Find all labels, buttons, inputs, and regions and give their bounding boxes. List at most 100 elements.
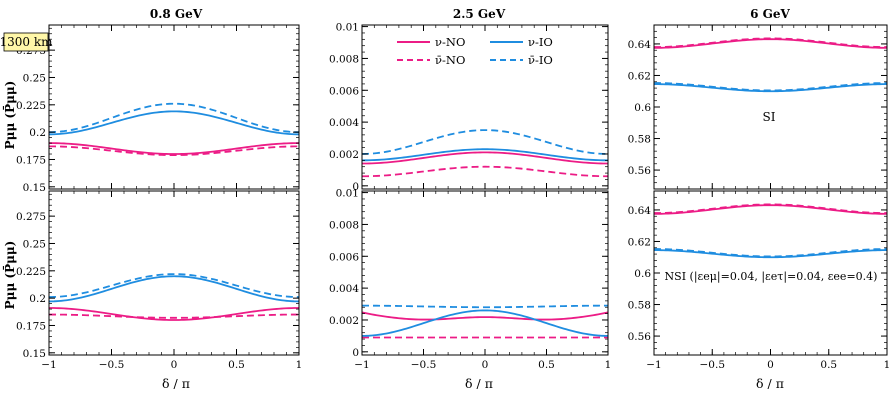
ytick-label-2-1: 0.58	[628, 134, 651, 146]
series-line-3-3	[49, 273, 299, 298]
ytick-label-5-0: 0.56	[628, 331, 652, 343]
xtick-label-4-0: −1	[354, 359, 369, 371]
ytick-label-3-2: 0.2	[29, 293, 46, 305]
baseline-annotation: 1300 km	[0, 32, 53, 52]
ytick-label-0-2: 0.2	[29, 127, 46, 139]
series-line-5-3	[654, 248, 887, 258]
panel-5: 0.56 0.58 0.6 0.62 0.64 −1 −0.5 0 0.5 1	[628, 190, 891, 371]
ytick-label-5-1: 0.58	[628, 300, 651, 312]
panel-frame-0	[48, 24, 300, 190]
x-axis-label-0.8: δ / π	[162, 376, 190, 391]
xtick-label-5-4: 1	[884, 359, 891, 371]
ytick-label-1-3: 0.006	[329, 85, 359, 97]
series-line-4-3	[362, 304, 608, 309]
si-label: SI	[763, 110, 776, 124]
xtick-label-4-3: 0.5	[538, 359, 555, 371]
ytick-label-1-0: 0	[352, 181, 359, 193]
series-line-2-3	[654, 82, 887, 92]
series-line-0-3	[49, 102, 299, 134]
panel-2: 0.56 0.58 0.6 0.62 0.64	[628, 24, 888, 190]
legend-label-nu-io: ν-IO	[528, 35, 553, 49]
ytick-label-5-2: 0.6	[634, 268, 651, 280]
panel-1: 0 0.002 0.004 0.006 0.008 0.01	[329, 22, 609, 193]
panel-frame-3	[48, 190, 300, 356]
panel-4: 0 0.002 0.004 0.006 0.008 0.01 −1 −0.5 0 0.5 1	[329, 188, 611, 371]
legend: ν-NO ν̄-NO ν-IO ν̄-IO	[397, 35, 553, 67]
svg-text:1300 km: 1300 km	[0, 35, 53, 49]
x-axis-label-2.5: δ / π	[465, 376, 493, 391]
series-line-2-0	[654, 38, 887, 49]
y-axis-label-bottom: Pμμ (P̄μμ)	[1, 241, 17, 310]
ytick-label-4-4: 0.008	[329, 219, 359, 231]
panel-frame-2	[653, 24, 888, 190]
ytick-label-3-4: 0.25	[23, 238, 46, 250]
xtick-label-5-0: −1	[646, 359, 661, 371]
ytick-label-4-0: 0	[352, 347, 359, 359]
title-0.8-gev: 0.8 GeV	[150, 7, 203, 21]
series-line-5-0	[654, 204, 887, 215]
legend-label-nu-no: ν-NO	[435, 35, 465, 49]
series-line-4-2	[362, 309, 608, 337]
xtick-label-3-1: −0.5	[99, 359, 125, 371]
ytick-label-0-3: 0.225	[16, 100, 46, 112]
ytick-label-4-1: 0.002	[329, 315, 359, 327]
xtick-label-4-4: 1	[605, 359, 612, 371]
xtick-label-3-3: 0.5	[228, 359, 245, 371]
ytick-label-2-3: 0.62	[628, 70, 651, 82]
series-line-1-1	[362, 165, 608, 178]
ytick-label-1-4: 0.008	[329, 53, 359, 65]
ytick-label-1-5: 0.01	[336, 22, 359, 34]
series-line-0-1	[49, 145, 299, 157]
legend-label-nubar-no: ν̄-NO	[435, 53, 465, 67]
svg-text:Pμμ (P̄μμ): Pμμ (P̄μμ)	[1, 81, 17, 150]
ytick-label-2-2: 0.6	[634, 102, 651, 114]
series-line-4-0	[362, 311, 608, 321]
xtick-label-3-2: 0	[171, 359, 178, 371]
series-line-5-1	[654, 203, 887, 214]
panels: 0.15 0.175 0.2 0.225 0.25 0.275 0 0.002 0.004 0.0…	[16, 22, 890, 371]
title-2.5-gev: 2.5 GeV	[453, 7, 506, 21]
ytick-label-0-1: 0.175	[16, 154, 46, 166]
xtick-label-4-2: 0	[482, 359, 489, 371]
series-line-3-0	[49, 307, 299, 321]
ytick-label-2-0: 0.56	[628, 165, 652, 177]
ytick-label-4-3: 0.006	[329, 251, 359, 263]
series-line-1-2	[362, 148, 608, 162]
xtick-label-5-2: 0	[767, 359, 774, 371]
xtick-label-3-4: 1	[296, 359, 303, 371]
ytick-label-2-4: 0.64	[628, 39, 652, 51]
ytick-label-4-5: 0.01	[336, 188, 359, 200]
series-line-0-0	[49, 142, 299, 155]
ytick-label-5-4: 0.64	[628, 205, 652, 217]
ytick-label-1-1: 0.002	[329, 149, 359, 161]
series-line-0-2	[49, 110, 299, 136]
panel-3: 0.15 0.175 0.2 0.225 0.25 0.275 −1 −0.5 0 0.5 1	[16, 190, 303, 371]
x-axis-label-6: δ / π	[756, 376, 784, 391]
legend-label-nubar-io: ν̄-IO	[528, 53, 553, 67]
ytick-label-3-5: 0.275	[16, 211, 46, 223]
series-line-2-1	[654, 37, 887, 48]
y-axis-label-top: Pμμ (P̄μμ)	[1, 81, 17, 150]
panel-frame-1	[361, 24, 609, 190]
ytick-label-3-3: 0.225	[16, 266, 46, 278]
ytick-label-3-1: 0.175	[16, 320, 46, 332]
series-line-3-1	[49, 313, 299, 319]
xtick-label-3-0: −1	[41, 359, 56, 371]
ytick-label-1-2: 0.004	[329, 117, 359, 129]
ytick-label-0-4: 0.25	[23, 72, 46, 84]
ytick-label-3-0: 0.15	[23, 348, 46, 360]
xtick-label-5-1: −0.5	[700, 359, 726, 371]
ytick-label-4-2: 0.004	[329, 283, 359, 295]
xtick-label-5-3: 0.5	[820, 359, 837, 371]
title-6-gev: 6 GeV	[750, 7, 790, 21]
ytick-label-0-0: 0.15	[23, 182, 46, 194]
xtick-label-4-1: −0.5	[411, 359, 437, 371]
ytick-label-5-3: 0.62	[628, 236, 651, 248]
series-line-3-2	[49, 275, 299, 303]
nsi-label: NSI (|εeμ|=0.04, |εeτ|=0.04, εee=0.4)	[665, 270, 878, 284]
series-line-1-0	[362, 151, 608, 165]
series-line-1-3	[362, 129, 608, 155]
svg-text:Pμμ (P̄μμ): Pμμ (P̄μμ)	[1, 241, 17, 310]
